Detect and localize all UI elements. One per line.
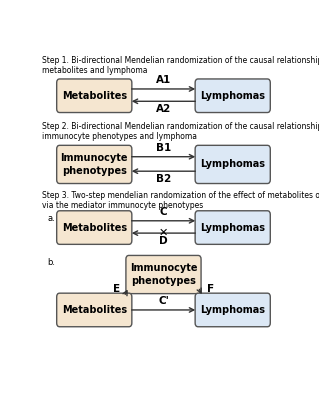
Text: Lymphomas: Lymphomas (200, 91, 265, 101)
Text: B1: B1 (156, 143, 171, 153)
FancyBboxPatch shape (57, 79, 132, 112)
Text: Lymphomas: Lymphomas (200, 160, 265, 170)
FancyBboxPatch shape (195, 293, 270, 327)
Text: Step 1. Bi-directional Mendelian randomization of the causal relationship betwee: Step 1. Bi-directional Mendelian randomi… (42, 56, 319, 65)
Text: A1: A1 (156, 75, 171, 85)
Text: Step 3. Two-step mendelian randomization of the effect of metabolites on lymphom: Step 3. Two-step mendelian randomization… (42, 191, 319, 200)
Text: Metabolites: Metabolites (62, 305, 127, 315)
Text: b.: b. (47, 258, 55, 266)
Text: Immunocyte
phenotypes: Immunocyte phenotypes (130, 263, 197, 286)
Text: A2: A2 (156, 104, 171, 114)
Text: C': C' (158, 296, 169, 306)
Text: ✕: ✕ (159, 228, 168, 238)
FancyBboxPatch shape (57, 211, 132, 244)
FancyBboxPatch shape (57, 145, 132, 184)
FancyBboxPatch shape (195, 145, 270, 184)
Text: immunocyte phenotypes and lymphoma: immunocyte phenotypes and lymphoma (42, 132, 197, 141)
Text: Metabolites: Metabolites (62, 91, 127, 101)
Text: Lymphomas: Lymphomas (200, 222, 265, 232)
Text: Metabolites: Metabolites (62, 222, 127, 232)
FancyBboxPatch shape (126, 256, 201, 294)
Text: B2: B2 (156, 174, 171, 184)
FancyBboxPatch shape (195, 79, 270, 112)
FancyBboxPatch shape (57, 293, 132, 327)
Text: F: F (207, 284, 214, 294)
Text: Step 2. Bi-directional Mendelian randomization of the causal relationship betwee: Step 2. Bi-directional Mendelian randomi… (42, 122, 319, 131)
FancyBboxPatch shape (195, 211, 270, 244)
Text: Lymphomas: Lymphomas (200, 305, 265, 315)
Text: E: E (113, 284, 120, 294)
Text: C: C (160, 207, 167, 217)
Text: a.: a. (47, 214, 55, 223)
Text: via the mediator immunocyte phenotypes: via the mediator immunocyte phenotypes (42, 201, 204, 210)
Text: metabolites and lymphoma: metabolites and lymphoma (42, 66, 148, 74)
Text: Immunocyte
phenotypes: Immunocyte phenotypes (61, 153, 128, 176)
Text: D: D (159, 236, 168, 246)
